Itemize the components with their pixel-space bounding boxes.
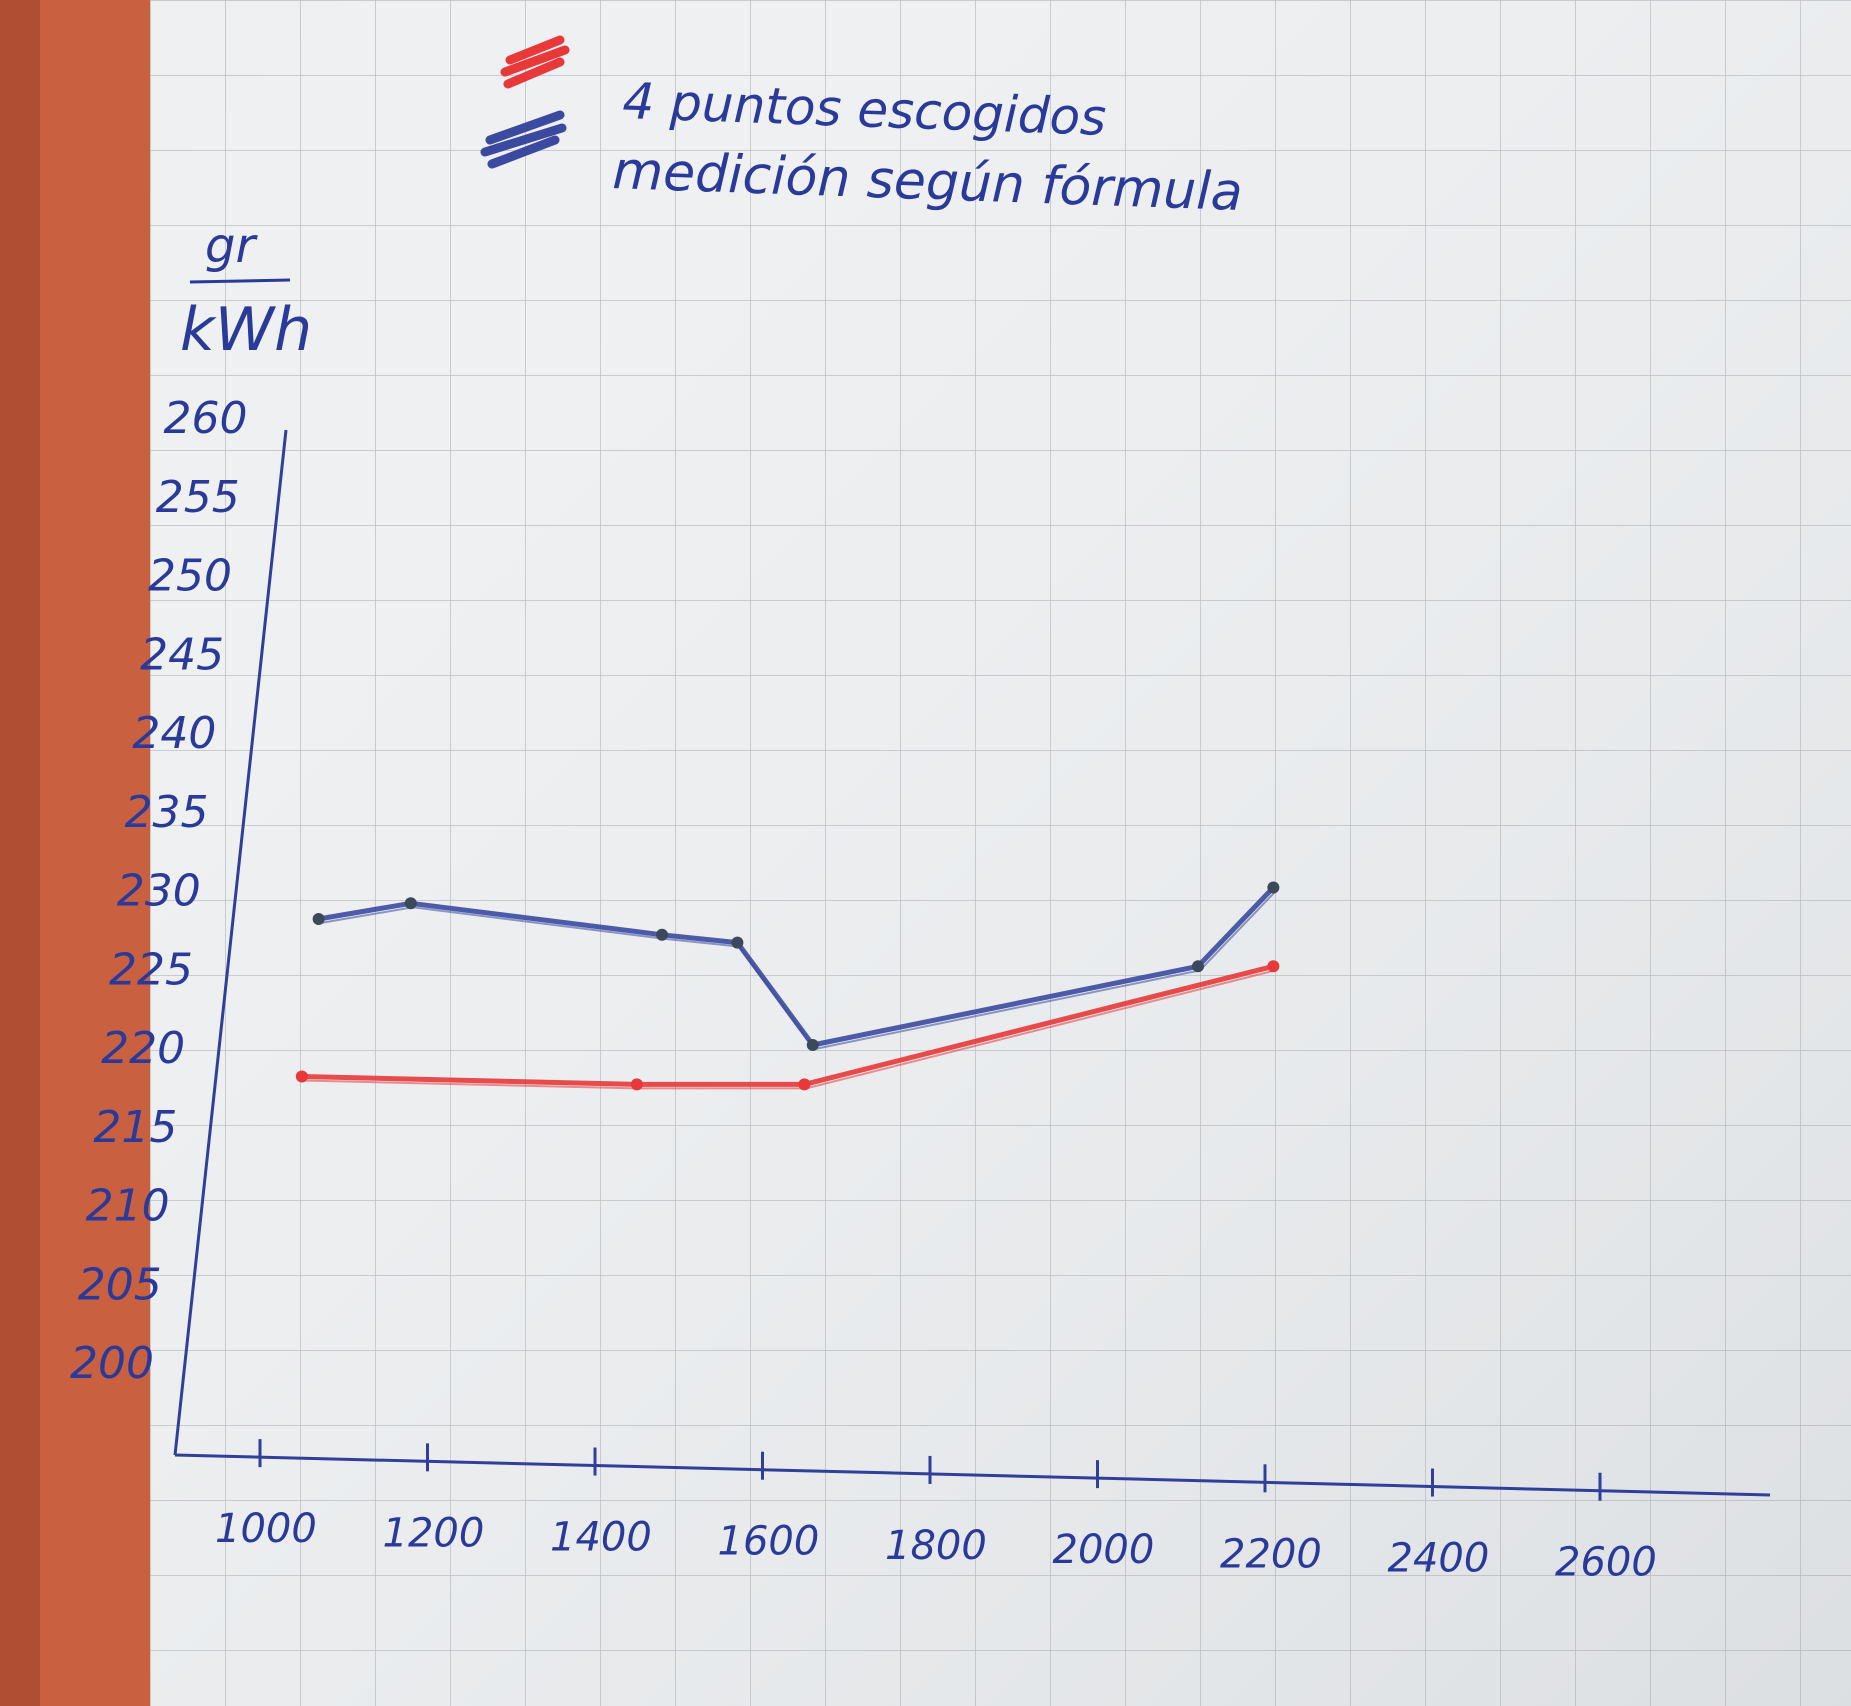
- y-tick-label: 205: [78, 1259, 162, 1310]
- x-axis-line: [174, 1453, 1771, 1497]
- y-tick-label: 215: [93, 1102, 177, 1153]
- series-line-1-stroke-2: [303, 969, 1276, 1090]
- x-tick-label: 2400: [1388, 1536, 1490, 1582]
- y-tick-label: 210: [86, 1181, 170, 1232]
- y-unit-numerator: gr: [205, 218, 258, 274]
- y-unit-fraction-bar: [189, 278, 291, 284]
- x-tick-label: 1000: [215, 1506, 317, 1552]
- series-0-point: [731, 936, 744, 949]
- y-tick-label: 220: [101, 1023, 185, 1074]
- y-tick-label: 240: [132, 708, 216, 759]
- x-tick-label: 1800: [885, 1523, 987, 1569]
- x-tick-label: 1200: [383, 1510, 485, 1556]
- series-line-1: [299, 963, 1276, 1087]
- series-0-point: [1192, 960, 1204, 973]
- series-1-point: [1267, 960, 1280, 973]
- y-axis-line: [173, 429, 288, 1456]
- y-tick-label: 230: [117, 866, 201, 917]
- y-tick-label: 200: [70, 1338, 154, 1389]
- y-tick-label: 225: [109, 944, 193, 995]
- y-tick-label: 235: [125, 787, 209, 838]
- y-tick-label: 245: [140, 629, 224, 680]
- x-tick-labels: 1000 1200 1400 1600 1800 2000 2200 2400 2600: [215, 1439, 1657, 1586]
- series-1-point: [630, 1078, 643, 1091]
- series-1-point: [798, 1078, 811, 1091]
- x-tick-label: 1400: [550, 1515, 652, 1561]
- series-0-point: [806, 1039, 819, 1051]
- legend-blue-swatch: [480, 110, 567, 169]
- x-tick-label: 2000: [1053, 1527, 1155, 1573]
- y-tick-label: 260: [164, 393, 248, 444]
- legend-red-swatch: [500, 35, 570, 89]
- y-tick-label: 255: [156, 472, 240, 523]
- series-1-point: [295, 1070, 308, 1083]
- x-tick-label: 2600: [1555, 1540, 1657, 1586]
- series-0-point: [404, 897, 417, 910]
- y-axis-unit: gr kWh: [180, 218, 312, 365]
- series-0-point: [312, 913, 325, 925]
- x-tick-label: 2200: [1220, 1531, 1322, 1577]
- series-0-point: [656, 928, 668, 941]
- x-tick-label: 1600: [718, 1519, 820, 1565]
- y-tick-labels: 200 205 210 215 220 225 230 235 240 245 250 255 260: [70, 393, 248, 1389]
- series-layer: [295, 881, 1280, 1091]
- series-0-point: [1267, 881, 1280, 894]
- y-unit-denominator: kWh: [180, 295, 312, 365]
- y-tick-label: 250: [148, 551, 232, 602]
